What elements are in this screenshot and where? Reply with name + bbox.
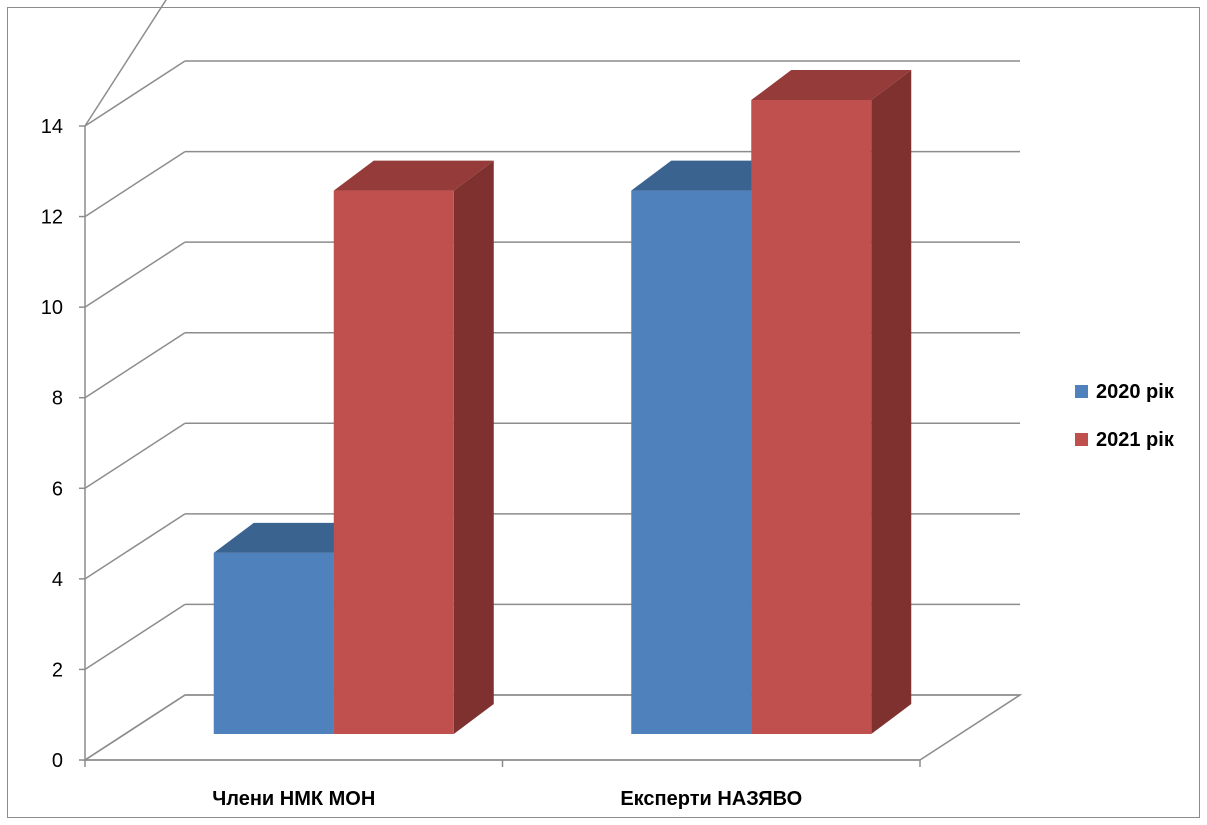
- legend-swatch: [1075, 433, 1088, 446]
- axes: [84, 126, 921, 767]
- y-axis-ticks: 0 2 4 6 8 10 12 14: [41, 116, 85, 772]
- bar-0-0: [213, 552, 334, 734]
- gridline-side: [84, 332, 186, 399]
- legend: 2020 рік 2021 рік: [1075, 381, 1175, 451]
- bar-0-1: [631, 190, 752, 735]
- gridline-side: [84, 603, 186, 671]
- legend-swatch: [1075, 385, 1088, 398]
- x-category-label: Члени НМК МОН: [212, 788, 375, 810]
- bar-top-1-1: [751, 70, 912, 100]
- gridline-side: [84, 694, 186, 761]
- bar-side-1-0: [453, 160, 494, 735]
- gridline-side: [84, 513, 186, 580]
- y-tick-label: 14: [41, 116, 63, 138]
- chart-frame: [7, 7, 1200, 818]
- legend-label: 2020 рік: [1096, 381, 1175, 403]
- bars: [213, 70, 912, 735]
- y-tick-label: 2: [52, 659, 63, 681]
- x-axis-labels: Члени НМК МОН Експерти НАЗЯВО: [212, 788, 802, 810]
- gridline-side-top: [84, 0, 167, 127]
- legend-label: 2021 рік: [1096, 429, 1175, 451]
- y-tick-label: 12: [41, 207, 63, 229]
- bar-1-0: [333, 190, 454, 735]
- x-category-label: Експерти НАЗЯВО: [620, 788, 802, 810]
- y-tick-label: 10: [41, 297, 63, 319]
- y-tick-label: 0: [52, 750, 63, 772]
- y-tick-label: 4: [52, 569, 63, 591]
- bar-side-1-1: [871, 70, 912, 734]
- y-tick-label: 6: [52, 478, 63, 500]
- bar-1-1: [751, 100, 872, 734]
- gridline-side: [84, 60, 186, 127]
- gridline-side: [84, 422, 186, 489]
- gridline-side: [84, 241, 186, 308]
- gridline-side: [84, 150, 186, 218]
- bar-top-1-0: [333, 160, 494, 191]
- y-tick-label: 8: [52, 388, 63, 410]
